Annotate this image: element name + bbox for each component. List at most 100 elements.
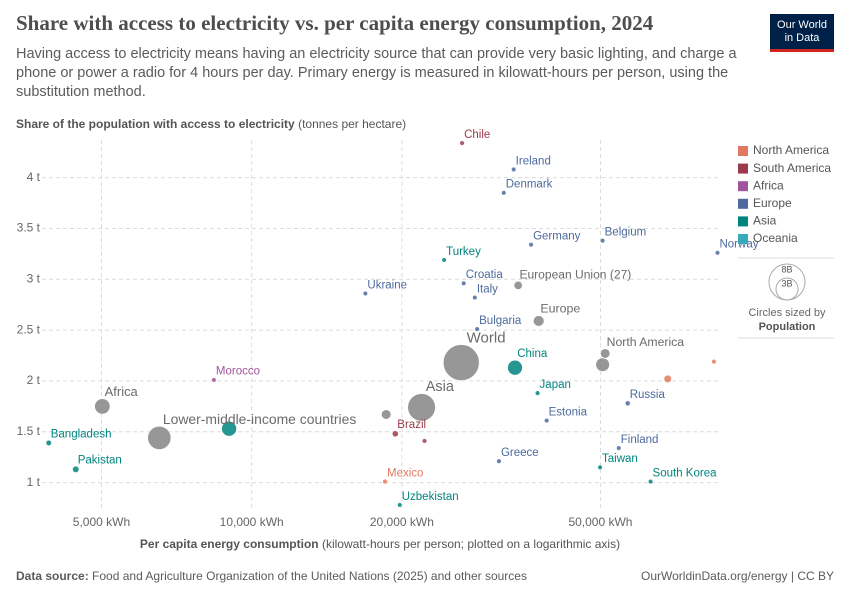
size-legend-label: 8B (781, 264, 792, 274)
size-legend-variable: Population (759, 321, 816, 333)
legend-swatch[interactable] (738, 181, 748, 192)
data-point[interactable] (422, 438, 427, 444)
point-label: China (517, 348, 548, 360)
data-point[interactable] (616, 445, 622, 451)
legend-label[interactable]: North America (753, 143, 829, 157)
data-point[interactable] (461, 280, 467, 286)
data-point[interactable] (45, 440, 52, 446)
legend-label[interactable]: Europe (753, 196, 792, 210)
data-point[interactable] (711, 359, 717, 364)
point-label: Bulgaria (479, 315, 522, 327)
point-label: Germany (533, 231, 581, 243)
point-label: Taiwan (602, 453, 638, 465)
point-label: Morocco (216, 366, 260, 378)
data-point[interactable] (715, 250, 720, 256)
point-label: Lower-middle-income countries (163, 411, 356, 427)
marks: Chile Ireland Denmark Germany Belgium Norway T… (45, 129, 759, 508)
data-point[interactable] (513, 280, 523, 291)
legend-swatch[interactable] (738, 216, 748, 227)
x-tick-label: 5,000 kWh (73, 515, 130, 529)
legend-swatch[interactable] (738, 146, 748, 156)
point-label: Norway (719, 239, 758, 251)
y-axis-title: Share of the population with access to e… (16, 117, 295, 131)
point-label: Mexico (387, 467, 423, 479)
x-axis-unit: (kilowatt-hours per person; plotted on a… (322, 537, 620, 551)
data-point[interactable] (532, 315, 545, 327)
point-label: European Union (27) (519, 267, 631, 281)
data-point[interactable] (211, 377, 217, 383)
data-point[interactable] (407, 393, 436, 422)
logo-text: Our World (777, 19, 827, 31)
point-label: Africa (105, 384, 139, 399)
data-point[interactable] (380, 409, 392, 420)
data-point[interactable] (544, 418, 549, 423)
source-label: Data source: (16, 569, 89, 583)
y-tick-label: 3 t (27, 271, 41, 285)
data-point[interactable] (507, 359, 523, 376)
point-label: Belgium (605, 226, 647, 238)
y-tick-label: 4 t (27, 170, 41, 184)
point-label: Denmark (506, 179, 553, 191)
point-label: Ireland (516, 155, 551, 167)
point-label: Bangladesh (51, 428, 112, 440)
data-point[interactable] (363, 291, 368, 296)
point-label: Brazil (397, 419, 426, 431)
point-label: Finland (621, 434, 659, 446)
point-label: South Korea (653, 467, 718, 479)
data-point[interactable] (511, 167, 517, 172)
y-axis-label: Share of the population with access to e… (16, 117, 406, 131)
source: Data source: Food and Agriculture Organi… (16, 569, 527, 583)
data-point[interactable] (599, 348, 611, 359)
data-point[interactable] (595, 357, 610, 373)
data-point[interactable] (496, 458, 502, 464)
x-tick-label: 10,000 kWh (220, 515, 284, 529)
credit[interactable]: OurWorldinData.org/energy | CC BY (641, 569, 834, 583)
x-axis-title: Per capita energy consumption (140, 537, 319, 551)
data-point[interactable] (535, 390, 540, 396)
y-tick-label: 3.5 t (17, 221, 41, 235)
point-label: Chile (464, 129, 490, 141)
data-point[interactable] (472, 295, 478, 300)
point-label: Europe (540, 302, 580, 316)
size-legend-circle (775, 277, 799, 301)
y-tick-label: 1.5 t (17, 424, 41, 438)
data-point[interactable] (625, 400, 631, 406)
data-point[interactable] (147, 425, 172, 450)
data-point[interactable] (528, 242, 534, 248)
legend-label[interactable]: Oceania (753, 231, 798, 245)
point-label: Russia (630, 389, 666, 401)
legend-swatch[interactable] (738, 234, 748, 244)
grid: 1 t 1.5 t 2 t 2.5 t 3 t 3.5 t 4 t 5,000 kWh 10,0… (17, 140, 718, 529)
size-legend-caption: Circles sized by (748, 307, 826, 319)
legend-label[interactable]: South America (753, 161, 831, 175)
point-label: Ukraine (367, 279, 407, 291)
logo[interactable] (770, 14, 834, 52)
legend-swatch[interactable] (738, 198, 748, 209)
data-point[interactable] (221, 420, 238, 437)
data-point[interactable] (663, 375, 672, 383)
logo-underline (770, 49, 834, 52)
y-tick-label: 2 t (27, 373, 41, 387)
data-point[interactable] (382, 479, 388, 484)
data-point[interactable] (501, 190, 507, 196)
data-point[interactable] (392, 430, 399, 437)
chart-title: Share with access to electricity vs. per… (16, 11, 654, 35)
data-point[interactable] (474, 326, 480, 332)
data-point[interactable] (397, 502, 403, 508)
point-label: Asia (426, 379, 455, 395)
data-point[interactable] (94, 398, 111, 415)
point-label: Italy (477, 283, 498, 295)
data-point[interactable] (441, 257, 447, 263)
y-tick-label: 1 t (27, 475, 41, 489)
data-point[interactable] (648, 479, 653, 484)
legend-swatch[interactable] (738, 163, 748, 174)
data-point[interactable] (72, 466, 79, 473)
legend-label[interactable]: Africa (753, 178, 784, 192)
size-legend-label: 3B (781, 278, 792, 288)
data-point[interactable] (442, 344, 480, 382)
data-point[interactable] (459, 140, 465, 146)
data-point[interactable] (597, 464, 603, 470)
legend-label[interactable]: Asia (753, 214, 777, 228)
data-point[interactable] (600, 238, 605, 243)
